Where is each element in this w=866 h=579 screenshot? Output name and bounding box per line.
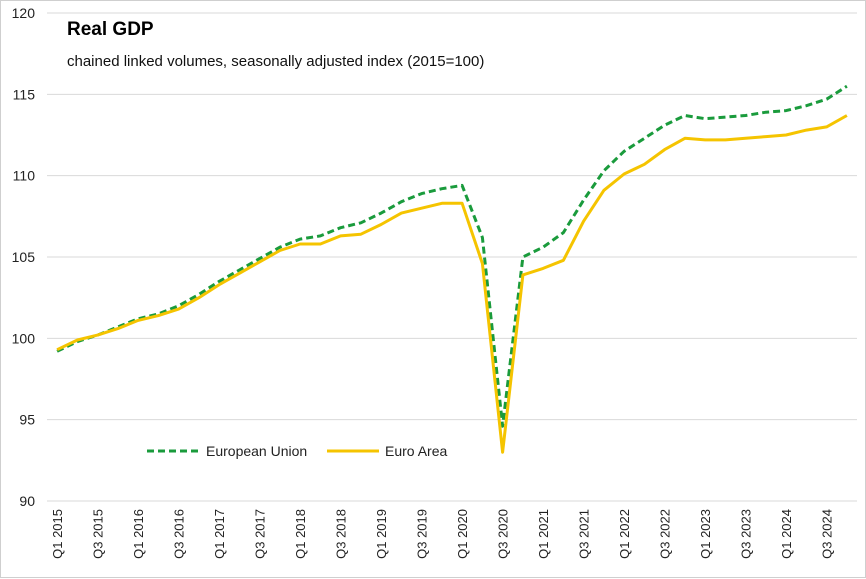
series-line-european-union (56, 84, 848, 428)
x-tick-label: Q1 2017 (212, 509, 227, 559)
x-tick-label: Q3 2016 (172, 509, 187, 559)
x-tick-label: Q3 2015 (91, 509, 106, 559)
y-tick-label: 90 (19, 493, 35, 509)
x-tick-label: Q3 2019 (415, 509, 430, 559)
y-tick-label: 110 (13, 168, 36, 184)
x-tick-label: Q3 2017 (253, 509, 268, 559)
chart-subtitle: chained linked volumes, seasonally adjus… (67, 53, 484, 70)
y-tick-label: 115 (13, 86, 36, 102)
x-tick-label: Q1 2019 (374, 509, 389, 559)
x-tick-label: Q1 2022 (617, 509, 632, 559)
legend-label-european-union: European Union (206, 443, 307, 459)
y-tick-label: 120 (12, 5, 36, 21)
x-tick-label: Q1 2024 (779, 509, 794, 559)
series-lines (56, 84, 848, 454)
y-tick-label: 100 (12, 330, 36, 346)
x-tick-label: Q1 2016 (131, 509, 146, 559)
series-line-euro-area (56, 114, 848, 454)
legend: European Union Euro Area (147, 443, 447, 459)
grid-lines (47, 12, 857, 502)
x-tick-label: Q3 2023 (739, 509, 754, 559)
y-tick-label: 95 (19, 412, 35, 428)
x-tick-label: Q1 2021 (536, 509, 551, 559)
x-tick-label: Q1 2018 (293, 509, 308, 559)
x-tick-label: Q3 2020 (496, 509, 511, 559)
x-tick-label: Q1 2023 (698, 509, 713, 559)
x-tick-label: Q1 2015 (50, 509, 65, 559)
x-tick-label: Q3 2024 (820, 509, 835, 559)
x-tick-label: Q3 2018 (334, 509, 349, 559)
y-axis: 90 95 100 105 110 115 120 (12, 5, 36, 509)
y-tick-label: 105 (12, 249, 36, 265)
chart-title: Real GDP (67, 19, 154, 40)
legend-label-euro-area: Euro Area (385, 443, 447, 459)
x-tick-label: Q1 2020 (455, 509, 470, 559)
x-axis: Q1 2015 Q3 2015 Q1 2016 Q3 2016 Q1 2017 Q3 20… (50, 509, 835, 559)
x-tick-label: Q3 2022 (658, 509, 673, 559)
x-tick-label: Q3 2021 (577, 509, 592, 559)
